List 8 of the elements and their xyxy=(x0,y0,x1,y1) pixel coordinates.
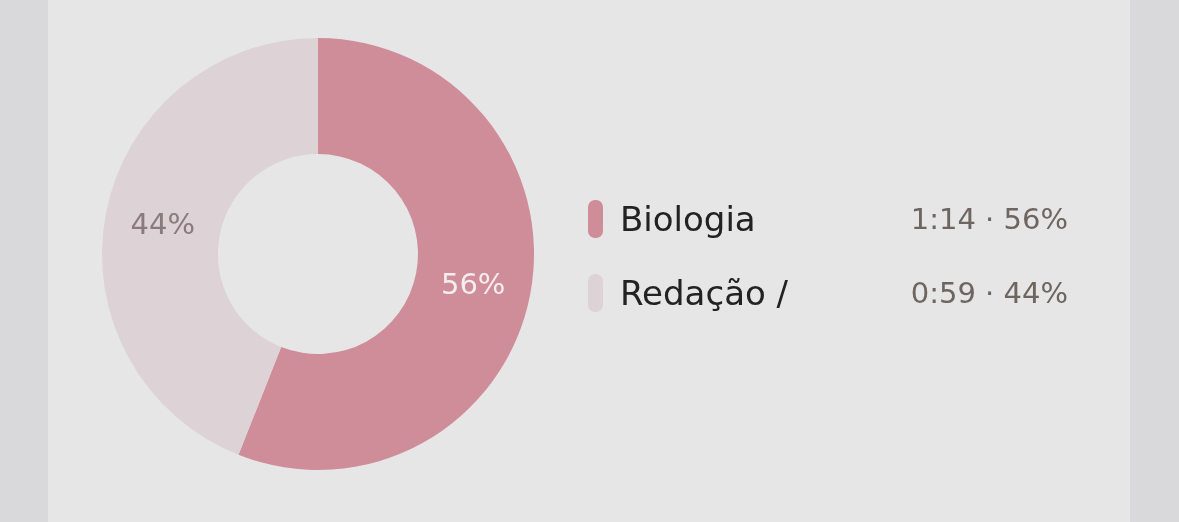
data-label: 56% xyxy=(440,266,506,301)
text: 0:59 · 44% xyxy=(910,276,1068,310)
text: 1:14 · 56% xyxy=(910,202,1068,236)
data-label: 44% xyxy=(130,207,196,242)
legend-label: Redação / xyxy=(620,273,789,313)
donut-slice xyxy=(102,38,318,455)
legend-label: Biologia xyxy=(620,199,756,239)
donut-slice xyxy=(238,38,534,470)
